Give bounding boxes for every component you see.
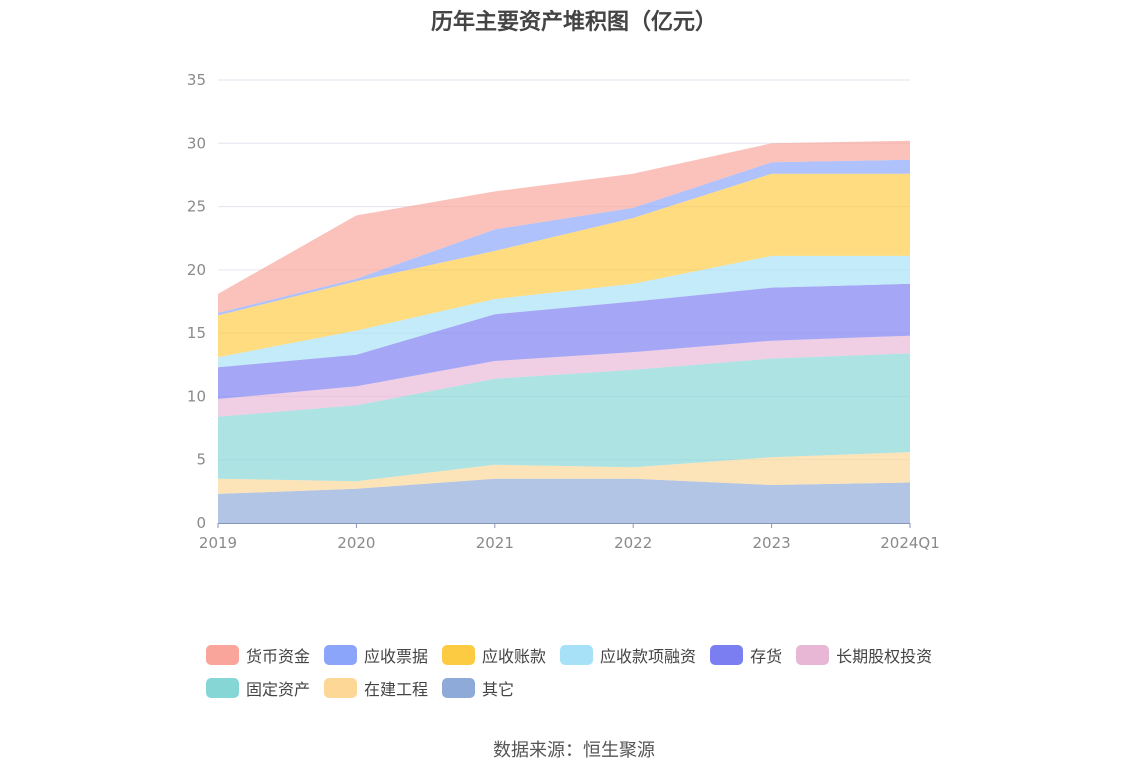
legend-swatch [796,644,830,665]
legend-swatch [324,644,358,665]
axis-layer: 0 5 10 15 20 25 30 35 2019 2020 2021 2022 2023 2024Q1 [187,71,940,552]
area-series-8 [218,140,910,313]
legend-item[interactable]: 在建工程 [324,676,428,700]
x-tick-label: 2019 [199,534,237,552]
area-series-6 [218,173,910,358]
y-tick-label: 15 [187,324,206,342]
legend-item[interactable]: 货币资金 [206,643,310,667]
legend-item[interactable]: 应收款项融资 [560,643,696,667]
x-tick-label: 2023 [753,534,791,552]
area-series-1 [218,452,910,494]
legend-item[interactable]: 应收票据 [324,643,428,667]
area-series-2 [218,353,910,482]
legend-swatch [206,644,239,665]
chart-plot: 0 5 10 15 20 25 30 35 2019 2020 2021 2022 2023 2024Q1 [187,71,940,552]
legend-label: 在建工程 [364,679,429,699]
y-tick-label: 0 [196,514,206,532]
legend-item[interactable]: 应收账款 [442,643,546,667]
x-tick-label: 2020 [337,534,375,552]
y-tick-label: 20 [187,261,206,279]
legend: 货币资金 应收票据 应收账款 应收款项融资 存货 长期股权投资固定资产 在建工程 其它 [206,638,966,704]
area-series-5 [218,255,910,368]
legend-row: 货币资金 应收票据 应收账款 应收款项融资 存货 长期股权投资 [206,638,966,671]
legend-label: 其它 [482,679,515,699]
area-series-3 [218,335,910,417]
legend-swatch [324,677,358,698]
legend-item[interactable]: 长期股权投资 [796,643,932,667]
chart-title: 历年主要资产堆积图（亿元） [430,10,717,35]
x-tick-label: 2021 [476,534,514,552]
legend-item[interactable]: 固定资产 [206,676,310,700]
legend-label: 存货 [750,646,783,666]
legend-label: 应收款项融资 [600,646,697,666]
y-tick-label: 5 [196,451,206,469]
y-tick-label: 35 [187,71,206,89]
x-tick-label: 2024Q1 [880,534,940,552]
legend-label: 应收票据 [364,646,429,666]
data-source-note: 数据来源：恒生聚源 [493,740,655,761]
legend-swatch [442,677,476,698]
legend-swatch [710,644,744,665]
area-series-4 [218,283,910,399]
legend-item[interactable]: 其它 [442,676,514,700]
legend-item[interactable]: 存货 [710,643,782,667]
y-tick-label: 25 [187,198,206,216]
legend-label: 应收账款 [482,646,547,666]
x-tick-label: 2022 [614,534,652,552]
area-layer [218,140,910,523]
legend-label: 长期股权投资 [836,646,933,666]
y-tick-label: 30 [187,134,206,152]
legend-row: 固定资产 在建工程 其它 [206,671,966,704]
y-tick-label: 10 [187,387,206,405]
legend-swatch [442,644,476,665]
legend-label: 固定资产 [246,679,311,699]
area-series-0 [218,478,910,523]
legend-label: 货币资金 [246,646,311,666]
legend-swatch [560,644,594,665]
legend-swatch [206,677,239,698]
